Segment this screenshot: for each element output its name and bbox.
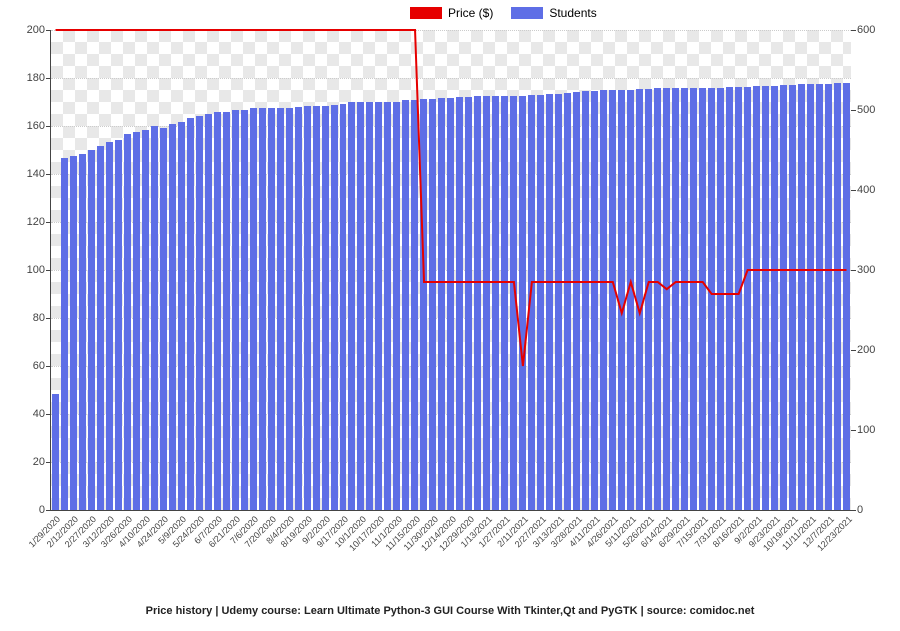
- y-tick-label-left: 20: [33, 456, 51, 468]
- x-axis-labels: 1/29/20202/12/20202/27/20203/12/20203/26…: [51, 510, 851, 600]
- legend-label: Price ($): [448, 6, 493, 20]
- y-tick-label-left: 160: [27, 120, 51, 132]
- y-tick-label-right: 0: [851, 504, 863, 516]
- chart-caption: Price history | Udemy course: Learn Ulti…: [0, 605, 900, 617]
- y-tick-label-left: 0: [39, 504, 51, 516]
- legend-item: Students: [511, 6, 596, 20]
- y-tick-label-left: 60: [33, 360, 51, 372]
- y-tick-label-left: 180: [27, 72, 51, 84]
- y-tick-label-right: 200: [851, 344, 875, 356]
- legend-label: Students: [549, 6, 596, 20]
- y-tick-label-right: 400: [851, 184, 875, 196]
- chart-container: Price ($)Students 0204060801001201401601…: [0, 0, 900, 631]
- y-tick-label-right: 100: [851, 424, 875, 436]
- legend: Price ($) Students: [410, 6, 597, 20]
- y-tick-label-left: 120: [27, 216, 51, 228]
- y-tick-label-left: 40: [33, 408, 51, 420]
- plot-area: 020406080100120140160180200 010020030040…: [50, 30, 851, 511]
- legend-swatch: [511, 7, 543, 19]
- y-tick-label-left: 140: [27, 168, 51, 180]
- y-tick-label-right: 600: [851, 24, 875, 36]
- legend-swatch: [410, 7, 442, 19]
- y-tick-label-right: 500: [851, 104, 875, 116]
- y-tick-label-right: 300: [851, 264, 875, 276]
- y-tick-label-left: 80: [33, 312, 51, 324]
- price-line: [55, 30, 846, 366]
- line-series-price: [51, 30, 851, 510]
- y-tick-label-left: 100: [27, 264, 51, 276]
- y-tick-label-left: 200: [27, 24, 51, 36]
- legend-item: Price ($): [410, 6, 493, 20]
